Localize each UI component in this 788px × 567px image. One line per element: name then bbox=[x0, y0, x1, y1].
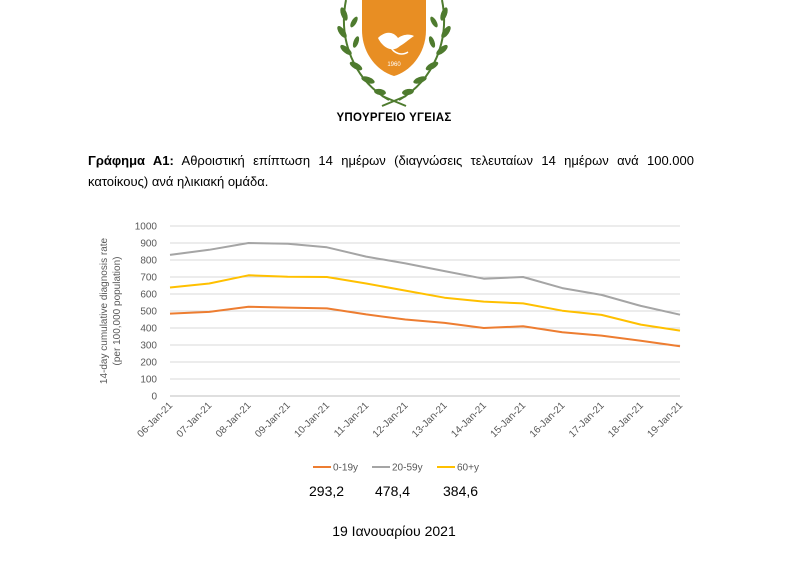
y-tick-labels: 0 100 200 300 400 500 600 700 800 900 1000 bbox=[135, 222, 158, 403]
x-tick-label: 19-Jan-21 bbox=[646, 400, 686, 440]
last-value-60plus: 384,6 bbox=[443, 483, 479, 499]
caption-text: Αθροιστική επίπτωση 14 ημέρων (διαγνώσει… bbox=[88, 153, 694, 189]
emblem-year: 1960 bbox=[387, 62, 401, 68]
y-axis-label-line1: 14-day cumulative diagnosis rate bbox=[99, 237, 110, 384]
report-date: 19 Ιανουαρίου 2021 bbox=[332, 523, 456, 539]
figure-caption: Γράφημα Α1: Αθροιστική επίπτωση 14 ημέρω… bbox=[88, 150, 694, 192]
x-tick-label: 16-Jan-21 bbox=[528, 400, 568, 440]
y-tick-label: 900 bbox=[140, 239, 157, 250]
last-value-0-19y: 293,2 bbox=[309, 483, 345, 499]
last-value-20-59y: 478,4 bbox=[375, 483, 411, 499]
caption-label: Γράφημα Α1: bbox=[88, 153, 174, 168]
legend-label: 20-59y bbox=[392, 463, 423, 474]
y-axis-label-line2: (per 100,000 population) bbox=[112, 257, 123, 366]
x-tick-label: 06-Jan-21 bbox=[136, 400, 176, 440]
x-tick-label: 11-Jan-21 bbox=[332, 400, 371, 439]
y-tick-label: 200 bbox=[140, 358, 157, 369]
legend-label: 60+y bbox=[457, 463, 479, 474]
x-tick-label: 17-Jan-21 bbox=[567, 400, 607, 440]
series-line bbox=[169, 242, 681, 316]
y-tick-label: 1000 bbox=[135, 222, 158, 233]
y-tick-label: 800 bbox=[140, 256, 157, 267]
y-tick-label: 300 bbox=[140, 341, 157, 352]
series-line bbox=[169, 305, 681, 348]
chart-series bbox=[169, 242, 681, 348]
x-tick-label: 10-Jan-21 bbox=[292, 400, 332, 440]
chart-legend: 0-19y 20-59y 60+y bbox=[313, 463, 479, 474]
x-tick-label: 09-Jan-21 bbox=[253, 400, 293, 440]
x-tick-labels: 06-Jan-21 07-Jan-21 08-Jan-21 09-Jan-21 10-J… bbox=[136, 400, 686, 440]
y-tick-label: 400 bbox=[140, 324, 157, 335]
x-tick-label: 15-Jan-21 bbox=[489, 400, 529, 440]
x-tick-label: 07-Jan-21 bbox=[175, 400, 215, 440]
legend-label: 0-19y bbox=[333, 463, 358, 474]
y-tick-label: 700 bbox=[140, 273, 157, 284]
x-tick-label: 13-Jan-21 bbox=[410, 400, 450, 440]
chart-gridlines bbox=[170, 225, 680, 397]
ministry-name: ΥΠΟΥΡΓΕΙΟ ΥΓΕΙΑΣ bbox=[336, 112, 452, 124]
y-tick-label: 500 bbox=[140, 307, 157, 318]
x-tick-label: 12-Jan-21 bbox=[371, 400, 411, 440]
series-line bbox=[169, 274, 681, 332]
coat-of-arms-emblem: 1960 bbox=[337, 0, 451, 107]
y-tick-label: 100 bbox=[140, 375, 157, 386]
y-tick-label: 0 bbox=[151, 392, 157, 403]
y-tick-label: 600 bbox=[140, 290, 157, 301]
x-tick-label: 18-Jan-21 bbox=[606, 400, 646, 440]
x-tick-label: 08-Jan-21 bbox=[214, 400, 254, 440]
x-tick-label: 14-Jan-21 bbox=[449, 400, 489, 440]
